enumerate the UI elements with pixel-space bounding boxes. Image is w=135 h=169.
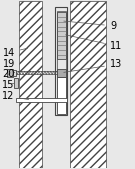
Text: 19: 19 — [2, 59, 15, 73]
Bar — [57, 13, 65, 59]
Bar — [14, 70, 16, 76]
Text: 13: 13 — [64, 59, 122, 72]
Text: 9: 9 — [64, 21, 116, 31]
Bar — [55, 7, 68, 115]
Bar — [70, 1, 106, 168]
Bar — [19, 1, 42, 168]
Text: 11: 11 — [65, 35, 122, 51]
Text: 14: 14 — [2, 48, 27, 58]
Bar — [7, 69, 14, 77]
Text: 20: 20 — [2, 69, 15, 79]
Text: 12: 12 — [2, 91, 29, 101]
Bar — [57, 11, 65, 111]
Bar — [14, 78, 18, 88]
Text: 15: 15 — [2, 79, 15, 90]
Bar — [57, 77, 65, 114]
Bar — [16, 98, 68, 102]
Bar — [57, 69, 65, 77]
